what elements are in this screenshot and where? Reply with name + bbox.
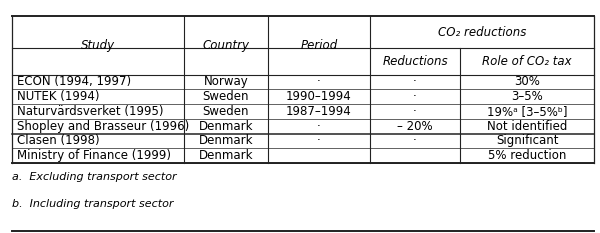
Text: ·: ·: [317, 134, 321, 147]
Text: Clasen (1998): Clasen (1998): [17, 134, 100, 147]
Text: Naturvärdsverket (1995): Naturvärdsverket (1995): [17, 105, 163, 118]
Text: 1987–1994: 1987–1994: [286, 105, 352, 118]
Text: 30%: 30%: [514, 75, 540, 89]
Text: Significant: Significant: [496, 134, 559, 147]
Text: Ministry of Finance (1999): Ministry of Finance (1999): [17, 149, 171, 162]
Text: Role of CO₂ tax: Role of CO₂ tax: [482, 55, 572, 68]
Text: ·: ·: [413, 105, 417, 118]
Text: 5% reduction: 5% reduction: [488, 149, 566, 162]
Text: ·: ·: [413, 75, 417, 89]
Text: 1990–1994: 1990–1994: [286, 90, 352, 103]
Text: CO₂ reductions: CO₂ reductions: [438, 26, 526, 38]
Text: b.  Including transport sector: b. Including transport sector: [12, 199, 173, 209]
Text: Sweden: Sweden: [203, 90, 249, 103]
Text: 19%ᵃ [3–5%ᵇ]: 19%ᵃ [3–5%ᵇ]: [487, 105, 568, 118]
Text: Denmark: Denmark: [199, 120, 253, 133]
Text: ·: ·: [413, 134, 417, 147]
Text: ·: ·: [317, 120, 321, 133]
Text: Study: Study: [81, 39, 115, 52]
Text: ·: ·: [413, 90, 417, 103]
Text: NUTEK (1994): NUTEK (1994): [17, 90, 100, 103]
Text: Sweden: Sweden: [203, 105, 249, 118]
Text: Denmark: Denmark: [199, 149, 253, 162]
Text: Country: Country: [202, 39, 250, 52]
Text: Denmark: Denmark: [199, 134, 253, 147]
Text: – 20%: – 20%: [397, 120, 433, 133]
Text: ·: ·: [317, 75, 321, 89]
Text: ECON (1994, 1997): ECON (1994, 1997): [17, 75, 131, 89]
Text: a.  Excluding transport sector: a. Excluding transport sector: [12, 172, 176, 182]
Text: Period: Period: [301, 39, 338, 52]
Text: Not identified: Not identified: [487, 120, 567, 133]
Text: 3–5%: 3–5%: [511, 90, 543, 103]
Text: Reductions: Reductions: [382, 55, 448, 68]
Text: Shopley and Brasseur (1996): Shopley and Brasseur (1996): [17, 120, 189, 133]
Text: Norway: Norway: [203, 75, 248, 89]
